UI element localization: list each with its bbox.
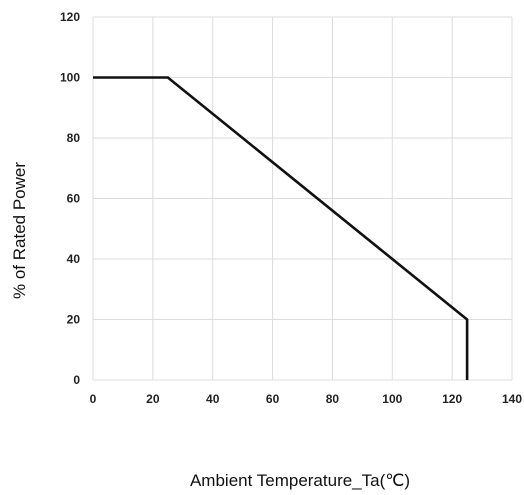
y-axis-title: % of Rated Power [10,162,29,299]
x-tick-label: 40 [206,392,220,406]
series-line-0 [93,76,469,380]
y-tick-label: 0 [73,373,80,387]
y-tick-label: 80 [67,131,81,145]
x-tick-label: 140 [502,392,522,406]
y-tick-label: 40 [67,252,81,266]
y-tick-label: 60 [67,192,81,206]
x-tick-label: 60 [266,392,280,406]
y-tick-label: 100 [60,71,80,85]
x-tick-label: 80 [326,392,340,406]
x-axis-title: Ambient Temperature_Ta(℃) [190,471,410,490]
grid-lines [92,16,513,381]
x-tick-labels: 0 20 40 60 80 100 120 140 [90,392,523,406]
series-layer [93,76,469,380]
x-tick-label: 100 [382,392,402,406]
y-tick-label: 20 [67,313,81,327]
y-tick-label: 120 [60,10,80,24]
x-tick-label: 120 [442,392,462,406]
x-tick-label: 0 [90,392,97,406]
x-tick-label: 20 [146,392,160,406]
y-tick-labels: 0 20 40 60 80 100 120 [60,10,80,387]
